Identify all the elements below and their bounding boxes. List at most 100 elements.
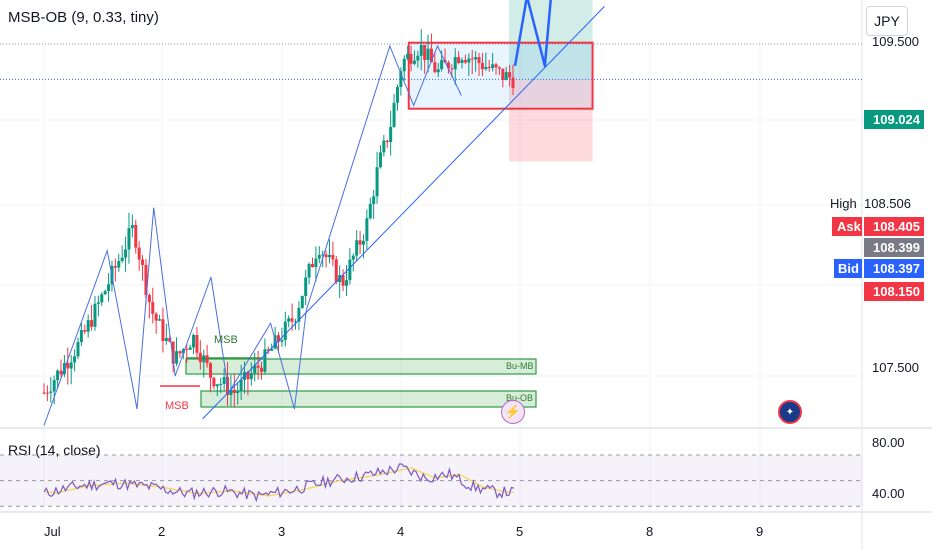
candle-body — [429, 48, 433, 63]
range-box — [407, 41, 594, 110]
candle-body — [474, 57, 478, 60]
candle-body — [253, 365, 257, 374]
candle-body — [127, 228, 131, 250]
candle-body — [137, 247, 141, 260]
candle-body — [293, 321, 297, 323]
candle-body — [45, 392, 49, 394]
candle-body — [69, 362, 73, 369]
candle-body — [117, 260, 121, 268]
candle-body — [171, 341, 175, 364]
msb-label-red: MSB — [165, 400, 189, 412]
price-tick-107500: 107.500 — [872, 360, 919, 375]
ask-value: 108.405 — [864, 217, 924, 236]
candle-body — [239, 379, 243, 391]
candle-body — [134, 224, 138, 248]
candle-body — [260, 367, 264, 372]
candle-body — [378, 152, 382, 168]
x-label-4: 4 — [397, 524, 405, 539]
candle-body — [73, 356, 77, 363]
candle-body — [395, 86, 399, 103]
x-label-jul: Jul — [44, 524, 61, 539]
candle-body — [440, 60, 444, 70]
candle-body — [287, 318, 291, 322]
candle-body — [256, 365, 260, 368]
candle-body — [365, 218, 369, 241]
candle-body — [229, 389, 233, 395]
candle-body — [355, 240, 359, 256]
candle-body — [494, 64, 498, 68]
rsi-level-40: 40.00 — [872, 486, 905, 501]
candle-body — [399, 71, 403, 87]
bu-ob-zone — [200, 390, 537, 408]
rsi-band — [0, 455, 862, 507]
rsi-level-80: 80.00 — [872, 435, 905, 450]
candle-body — [96, 302, 100, 304]
candle-body — [202, 355, 206, 363]
candle-body — [124, 249, 128, 258]
candle-body — [270, 348, 274, 351]
candle-body — [334, 259, 338, 283]
candle-body — [348, 259, 352, 281]
candle-body — [358, 240, 362, 245]
candle-body — [277, 335, 281, 342]
rsi-title[interactable]: RSI (14, close) — [8, 442, 101, 458]
candle-body — [392, 102, 396, 127]
candle-body — [49, 391, 53, 393]
candle-body — [273, 335, 277, 349]
candle-body — [297, 307, 301, 322]
candle-body — [453, 57, 457, 70]
candle-body — [205, 355, 209, 364]
candle-body — [307, 264, 311, 278]
candle-body — [168, 338, 172, 342]
candle-body — [484, 66, 488, 70]
lightning-icon[interactable]: ⚡ — [501, 400, 525, 424]
candle-body — [419, 44, 423, 56]
candle-body — [477, 57, 481, 64]
bu-ob-label: Bu-OB — [506, 393, 534, 403]
candle-body — [314, 258, 318, 268]
candle-body — [501, 68, 505, 80]
candle-body — [90, 320, 94, 327]
candle-body — [212, 377, 216, 387]
candle-body — [164, 338, 168, 341]
chart-overlays — [43, 0, 605, 426]
candle-body — [188, 347, 192, 350]
candle-body — [215, 384, 219, 387]
candle-body — [436, 69, 440, 73]
indicator-title[interactable]: MSB-OB (9, 0.33, tiny) — [8, 9, 159, 26]
candle-body — [406, 53, 410, 59]
bu-mb-label: Bu-MB — [506, 361, 534, 371]
x-label-2: 2 — [158, 524, 166, 539]
candle-body — [154, 313, 158, 321]
currency-button[interactable]: JPY — [866, 6, 908, 36]
candle-body — [344, 280, 348, 286]
candle-body — [433, 62, 437, 73]
candle-body — [185, 349, 189, 351]
candle-body — [385, 140, 389, 143]
candle-body — [56, 370, 60, 381]
projection-arrow — [513, 0, 552, 68]
last-price-tag: 108.399 — [864, 238, 924, 257]
price-tick-109500: 109.500 — [872, 34, 919, 49]
candle-body — [457, 57, 461, 64]
candle-body — [382, 140, 386, 153]
candle-body — [463, 60, 467, 63]
candle-body — [290, 318, 294, 322]
candle-body — [317, 255, 321, 259]
australia-flag-icon[interactable]: ✦ — [778, 400, 802, 424]
candle-body — [368, 203, 372, 219]
candle-body — [222, 377, 226, 384]
candle-body — [283, 321, 287, 340]
stop-price-tag: 108.150 — [864, 282, 924, 301]
candle-body — [246, 372, 250, 380]
chart-zones — [160, 0, 594, 408]
candle-body — [198, 352, 202, 363]
candle-body — [100, 294, 104, 303]
candle-body — [446, 62, 450, 69]
candle-body — [402, 58, 406, 72]
candle-body — [236, 390, 240, 393]
candle-body — [426, 48, 430, 60]
candle-body — [181, 349, 185, 354]
candle-body — [389, 126, 393, 143]
